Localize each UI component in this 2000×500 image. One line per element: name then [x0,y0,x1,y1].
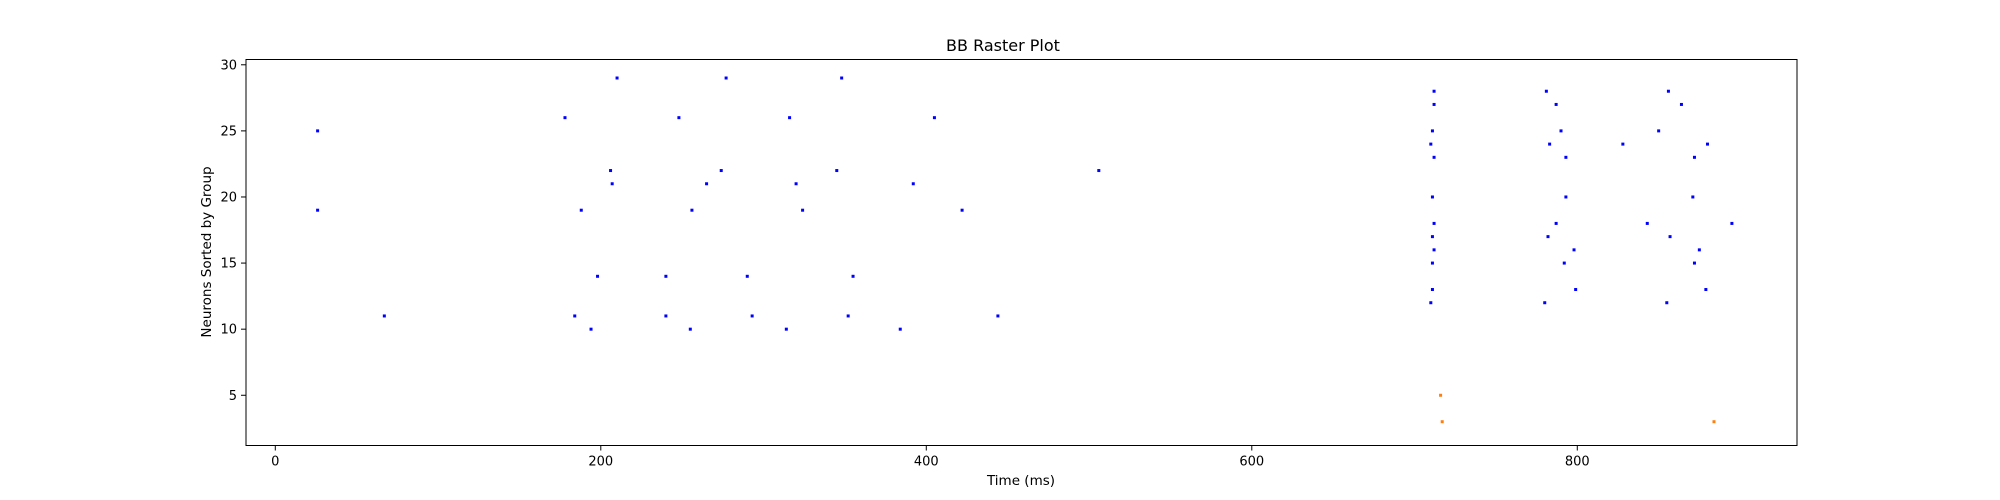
y-tick-label: 10 [220,323,237,338]
spike-point [1439,393,1443,397]
x-tick-label: 800 [1565,455,1590,470]
spike-point [1543,301,1547,305]
spike-point [1440,420,1444,424]
spike-point [1712,420,1716,424]
spike-point [1432,248,1436,252]
spike-point [1657,129,1661,133]
spike-point [1546,235,1550,239]
spike-point [1665,301,1669,305]
spike-point [1704,288,1708,292]
plot-area [245,59,1798,446]
spike-points [316,76,1734,424]
spike-point [1621,142,1625,146]
spike-point [705,182,709,186]
y-tick-label: 30 [220,58,237,73]
spike-point [788,116,792,120]
spike-point [563,116,567,120]
spike-point [1692,155,1696,159]
spike-point [1432,89,1436,93]
spike-point [719,169,723,173]
x-tick-label: 200 [588,455,613,470]
spike-point [573,314,577,318]
spike-point [1730,221,1734,225]
spike-point [609,169,613,173]
spike-point [1097,169,1101,173]
y-axis: 5 10 15 20 25 30 [220,58,246,404]
spike-point [1564,155,1568,159]
spike-point [745,274,749,278]
spike-point [316,208,320,212]
spike-point [579,208,583,212]
spike-point [1430,288,1434,292]
y-tick-label: 20 [220,190,237,205]
spike-point [911,182,915,186]
spike-point [996,314,1000,318]
spike-point [1429,301,1433,305]
spike-point [846,314,850,318]
spike-point [835,169,839,173]
spike-point [1429,142,1433,146]
spike-point [724,76,728,80]
spike-point [1432,221,1436,225]
x-tick-label: 600 [1239,455,1264,470]
spike-point [840,76,844,80]
spike-point [589,327,593,331]
spike-point [596,274,600,278]
spike-point [1432,102,1436,106]
spike-point [1554,221,1558,225]
x-tick-label: 400 [914,455,939,470]
spike-point [1430,195,1434,199]
spike-point [1544,89,1548,93]
x-tick-label: 0 [271,455,279,470]
spike-point [664,274,668,278]
spike-point [1666,89,1670,93]
spike-point [690,208,694,212]
spike-point [664,314,668,318]
spike-point [794,182,798,186]
spike-point [898,327,902,331]
spike-point [1574,288,1578,292]
chart-title: BB Raster Plot [946,36,1060,55]
spike-point [932,116,936,120]
spike-point [1564,195,1568,199]
spike-point [801,208,805,212]
spike-point [1668,235,1672,239]
spike-point [1554,102,1558,106]
spike-point [1559,129,1563,133]
spike-point [677,116,681,120]
spike-point [382,314,386,318]
spike-point [1645,221,1649,225]
spike-point [1430,129,1434,133]
spike-point [1548,142,1552,146]
spike-point [1572,248,1576,252]
x-axis: 0 200 400 600 800 [271,445,1590,470]
spike-point [688,327,692,331]
spike-point [1697,248,1701,252]
spike-point [1430,235,1434,239]
spike-point [960,208,964,212]
spike-point [615,76,619,80]
spike-point [851,274,855,278]
spike-point [1705,142,1709,146]
y-tick-label: 5 [229,389,237,404]
spike-point [1679,102,1683,106]
y-axis-label: Neurons Sorted by Group [199,166,215,337]
spike-point [316,129,320,133]
y-tick-label: 15 [220,257,237,272]
spike-point [1691,195,1695,199]
spike-point [750,314,754,318]
spike-point [1432,155,1436,159]
x-axis-label: Time (ms) [986,473,1055,489]
spike-point [784,327,788,331]
spike-point [610,182,614,186]
spike-point [1562,261,1566,265]
spike-point [1430,261,1434,265]
y-tick-label: 25 [220,124,237,139]
spike-point [1692,261,1696,265]
